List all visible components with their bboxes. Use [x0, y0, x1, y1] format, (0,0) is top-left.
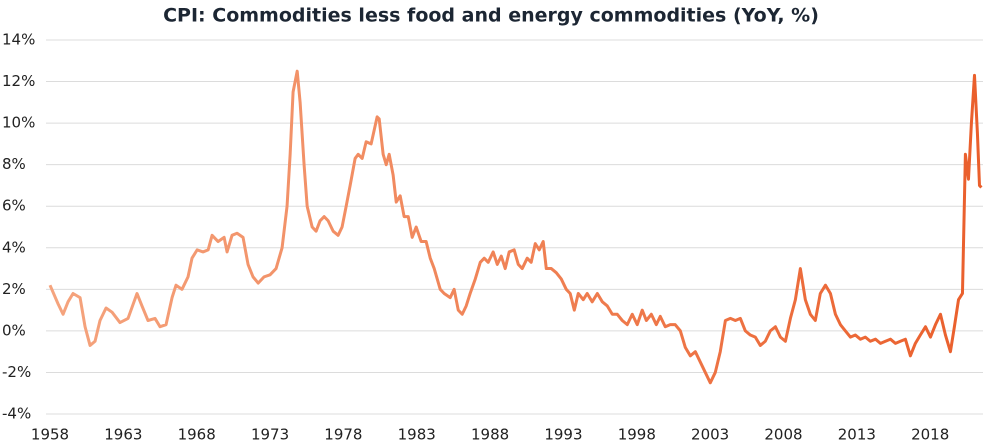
x-tick-label: 2018 [911, 426, 949, 444]
data-line [48, 69, 983, 385]
y-tick-label: 6% [2, 197, 26, 215]
x-tick-label: 2013 [838, 426, 876, 444]
x-tick-label: 1998 [618, 426, 656, 444]
y-tick-label: 2% [2, 280, 26, 298]
y-tick-label: 0% [2, 321, 26, 339]
y-tick-label: 10% [2, 114, 35, 132]
x-tick-label: 1988 [471, 426, 509, 444]
x-tick-label: 1983 [398, 426, 436, 444]
y-tick-label: 14% [2, 31, 35, 49]
y-tick-label: -2% [2, 363, 31, 381]
y-tick-label: -4% [2, 405, 31, 423]
x-tick-label: 2003 [691, 426, 729, 444]
chart-title: CPI: Commodities less food and energy co… [163, 5, 819, 27]
x-tick-label: 1958 [31, 426, 69, 444]
x-tick-label: 1973 [251, 426, 289, 444]
y-tick-label: 8% [2, 155, 26, 173]
y-tick-label: 12% [2, 72, 35, 90]
y-tick-label: 4% [2, 238, 26, 256]
x-tick-label: 1968 [178, 426, 216, 444]
x-tick-label: 1963 [104, 426, 142, 444]
x-tick-label: 1993 [544, 426, 582, 444]
x-tick-label: 2008 [764, 426, 802, 444]
x-tick-label: 1978 [324, 426, 362, 444]
